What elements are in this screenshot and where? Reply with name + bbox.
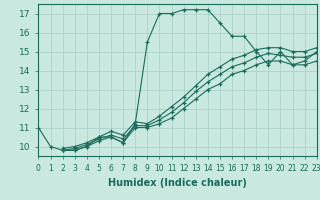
X-axis label: Humidex (Indice chaleur): Humidex (Indice chaleur) [108, 178, 247, 188]
